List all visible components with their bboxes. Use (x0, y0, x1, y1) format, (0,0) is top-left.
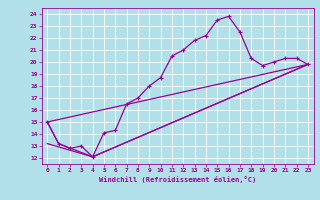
X-axis label: Windchill (Refroidissement éolien,°C): Windchill (Refroidissement éolien,°C) (99, 176, 256, 183)
